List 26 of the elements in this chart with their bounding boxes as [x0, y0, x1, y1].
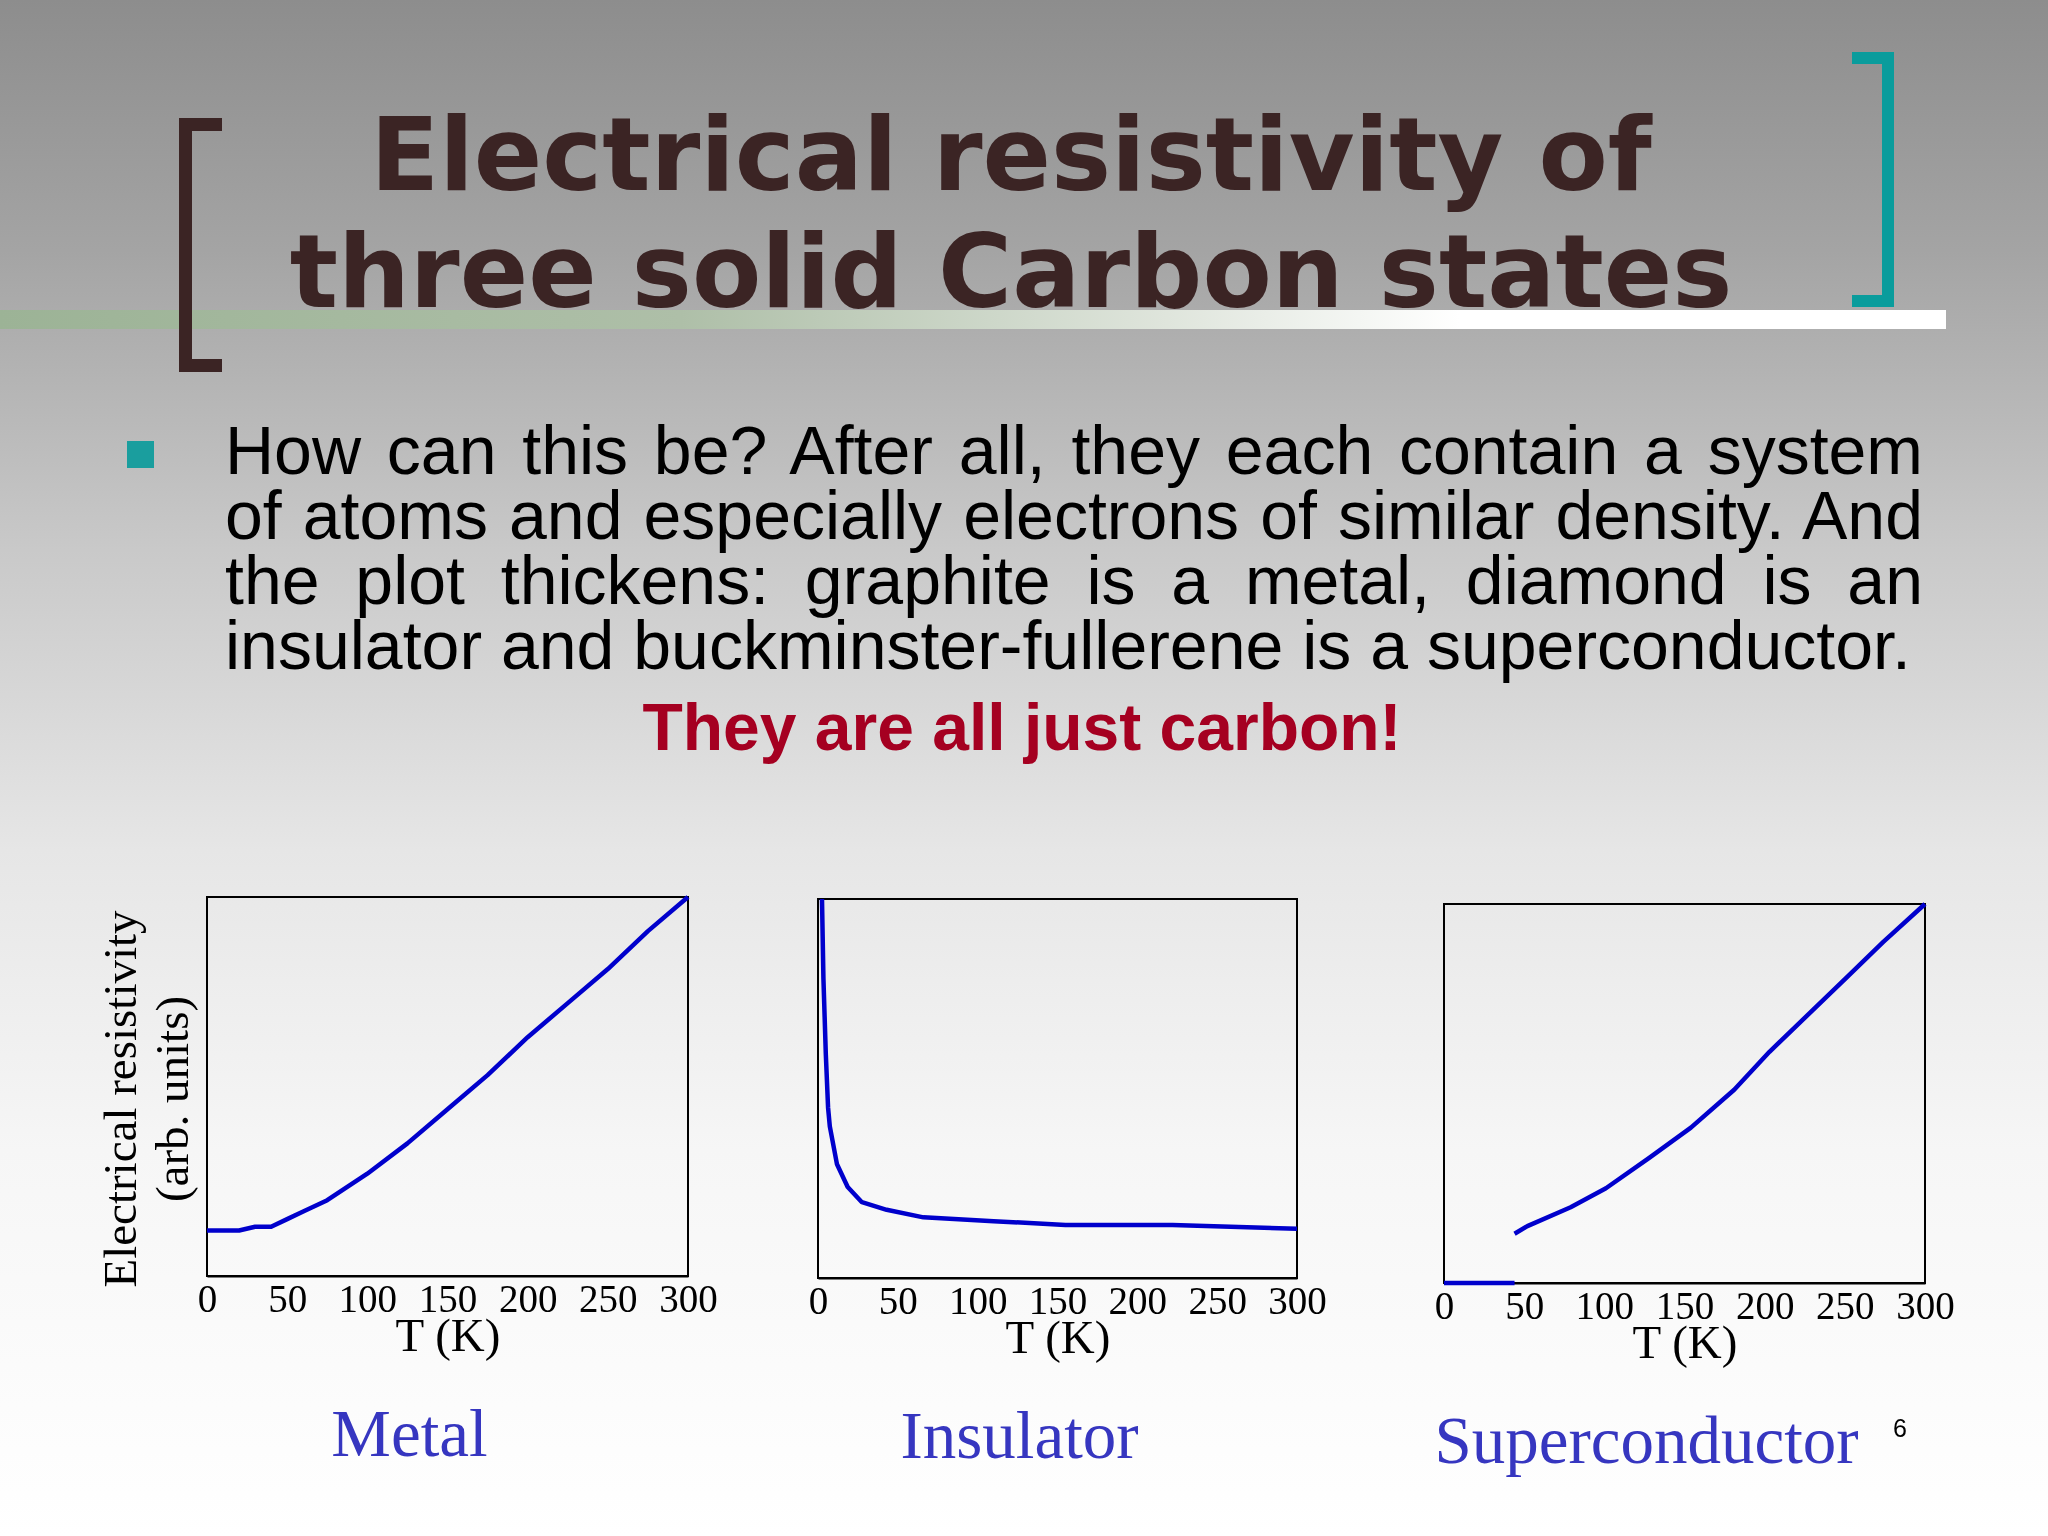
x-tick-label: 0: [1434, 1283, 1455, 1327]
x-tick-label: 0: [808, 1278, 829, 1322]
x-tick-label: 100: [948, 1278, 1008, 1322]
text: They are all just carbon!: [641, 690, 1403, 764]
x-tick-label: 250: [1188, 1278, 1247, 1322]
x-tick-label: 250: [1816, 1283, 1875, 1327]
x-tick-label: 250: [579, 1276, 638, 1320]
text: Insulator: [900, 1398, 1139, 1472]
text: Electrical resistivity of three solid Carbon states: [288, 96, 1734, 331]
x-tick-label: 100: [338, 1276, 398, 1320]
x-tick-label: 0: [197, 1276, 218, 1320]
x-tick-label: 50: [268, 1276, 308, 1320]
text: Metal: [331, 1396, 488, 1470]
x-tick-label: 300: [1896, 1283, 1955, 1327]
x-tick-label: 100: [1575, 1283, 1635, 1327]
x-tick-label: 300: [659, 1276, 718, 1320]
y-axis-title: Electrical resistivity (arb. units): [93, 909, 198, 1288]
x-tick-label: 200: [1108, 1278, 1168, 1322]
text: Superconductor: [1434, 1403, 1859, 1477]
text: How can this be? After all, they each contain a system of atoms and especially electrons of similar density. And the plot thickens: graphite is a metal, diamond is an insulator and buckminster-fullerene is a superconductor.: [225, 412, 1923, 683]
x-tick-label: 50: [1505, 1283, 1545, 1327]
x-tick-label: 200: [498, 1276, 558, 1320]
text: 6: [1892, 1414, 1908, 1442]
x-tick-label: 200: [1735, 1283, 1795, 1327]
x-tick-label: 300: [1268, 1278, 1327, 1322]
x-tick-label: 50: [878, 1278, 918, 1322]
